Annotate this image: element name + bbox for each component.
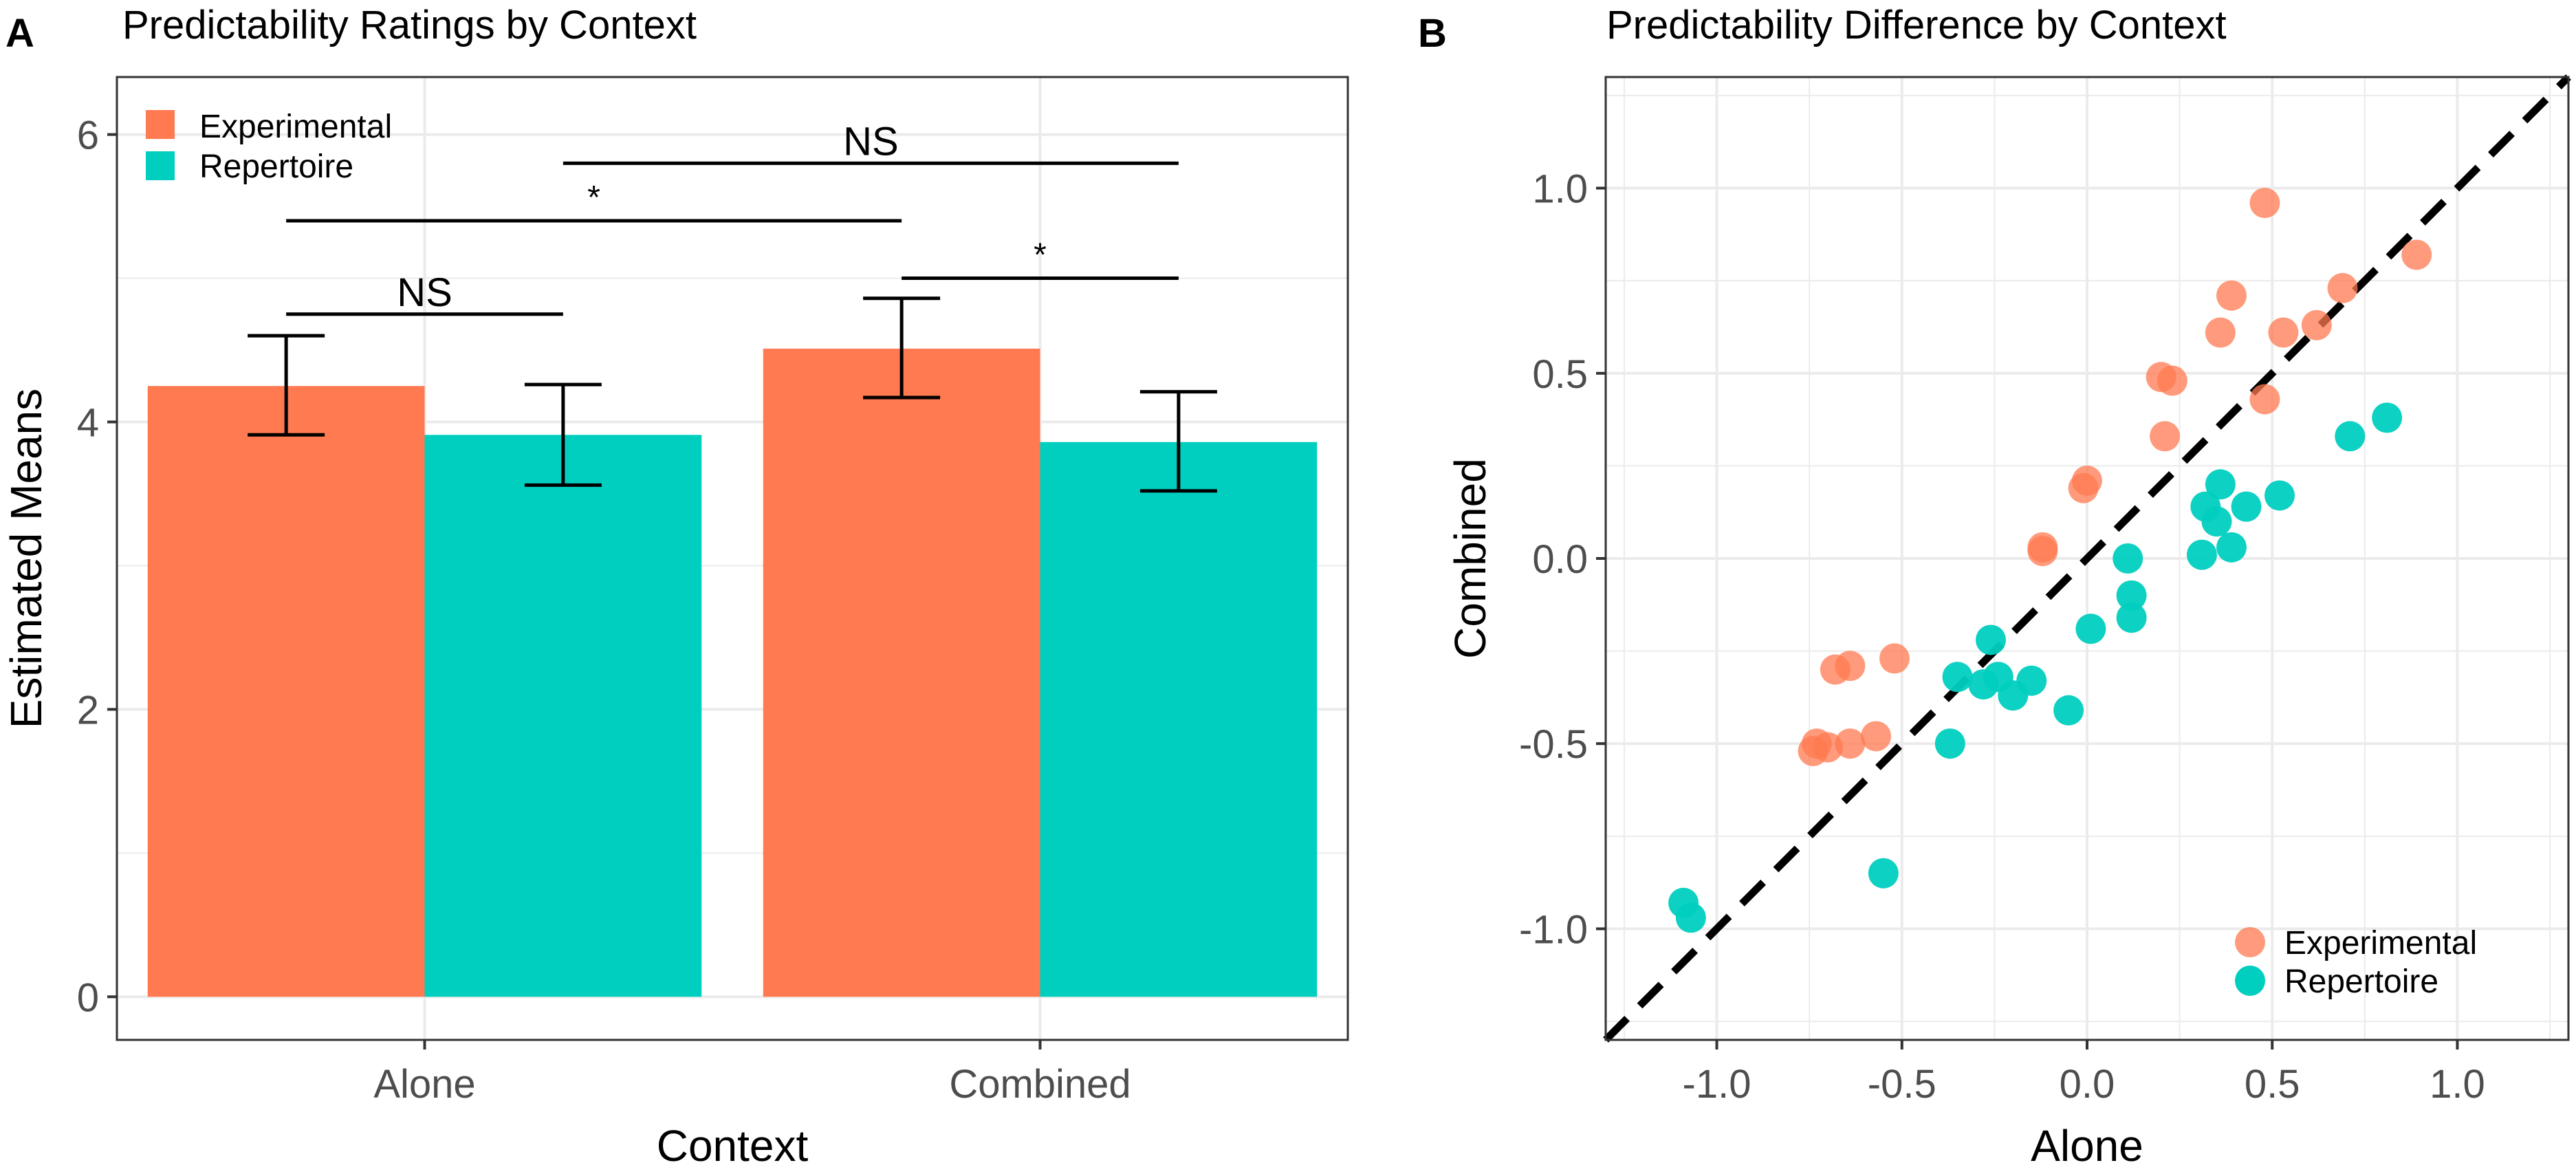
bar-experimental-alone bbox=[147, 386, 425, 997]
y-tick-label: 0.5 bbox=[1532, 352, 1588, 397]
x-tick-label: Alone bbox=[373, 1062, 475, 1107]
y-tick-label: 4 bbox=[77, 400, 99, 445]
point-repertoire bbox=[1868, 858, 1899, 889]
panel-a-bars bbox=[147, 348, 1318, 997]
point-repertoire bbox=[2201, 506, 2232, 537]
y-tick-label: 0.0 bbox=[1532, 537, 1588, 582]
legend-label-repertoire: Repertoire bbox=[199, 149, 353, 185]
panel-b-y-axis: -1.0 -0.5 0.0 0.5 1.0 bbox=[1519, 167, 1606, 952]
panel-b-y-axis-title: Combined bbox=[1445, 458, 1495, 659]
x-tick-label: 0.0 bbox=[2060, 1062, 2115, 1107]
point-repertoire bbox=[2053, 695, 2084, 726]
point-repertoire bbox=[1934, 728, 1965, 759]
y-tick-label: -1.0 bbox=[1519, 907, 1588, 952]
panel-a-plot-border bbox=[116, 76, 1349, 1041]
y-tick-label: 0 bbox=[77, 975, 99, 1020]
x-tick-label: Combined bbox=[949, 1062, 1131, 1107]
panel-b-label: B bbox=[1418, 11, 1447, 56]
panel-b: B Predictability Difference by Context -… bbox=[1418, 3, 2571, 1171]
legend-label-experimental: Experimental bbox=[199, 109, 392, 145]
point-repertoire bbox=[2075, 613, 2106, 644]
bar-repertoire-combined bbox=[1040, 442, 1318, 997]
x-tick-label: -0.5 bbox=[1868, 1062, 1936, 1107]
x-tick-label: 0.5 bbox=[2245, 1062, 2300, 1107]
panel-b-legend: Experimental Repertoire bbox=[2235, 925, 2477, 1000]
legend-swatch-repertoire bbox=[146, 151, 175, 180]
point-experimental bbox=[2068, 472, 2099, 503]
panel-a-significance-brackets: NS * NS * bbox=[286, 119, 1179, 316]
legend-marker-repertoire bbox=[2235, 966, 2265, 996]
point-repertoire bbox=[1942, 662, 1973, 693]
y-tick-label: 6 bbox=[77, 113, 99, 158]
panel-a-y-axis: 0 2 4 6 bbox=[77, 113, 117, 1020]
point-experimental bbox=[1798, 736, 1829, 766]
point-experimental bbox=[2249, 384, 2280, 415]
point-experimental bbox=[2301, 309, 2332, 340]
point-repertoire bbox=[1998, 680, 2029, 711]
legend-marker-experimental bbox=[2235, 927, 2265, 957]
point-experimental bbox=[2268, 317, 2299, 348]
point-experimental bbox=[2249, 188, 2280, 219]
point-experimental bbox=[2205, 317, 2236, 348]
significance-label: NS bbox=[843, 119, 899, 164]
point-experimental bbox=[2027, 536, 2058, 567]
panel-a: A Predictability Ratings by Context NS*N… bbox=[1, 3, 1349, 1171]
point-experimental bbox=[1820, 654, 1851, 685]
point-repertoire bbox=[1968, 669, 1999, 700]
point-repertoire bbox=[2186, 539, 2217, 570]
panel-a-error-bars bbox=[248, 296, 1217, 493]
point-repertoire bbox=[2113, 543, 2143, 574]
panel-a-y-axis-title: Estimated Means bbox=[1, 389, 51, 728]
point-experimental bbox=[1835, 728, 1866, 759]
point-repertoire bbox=[2264, 480, 2295, 511]
point-experimental bbox=[2157, 365, 2187, 396]
bar-experimental-combined bbox=[763, 348, 1040, 997]
point-repertoire bbox=[2205, 469, 2236, 500]
y-tick-label: -0.5 bbox=[1519, 722, 1588, 767]
panel-b-title: Predictability Difference by Context bbox=[1606, 3, 2227, 47]
y-tick-label: 2 bbox=[77, 688, 99, 732]
panel-a-x-axis: Alone Combined bbox=[373, 1040, 1131, 1107]
y-tick-label: 1.0 bbox=[1532, 167, 1588, 212]
point-experimental bbox=[2216, 280, 2247, 311]
point-experimental bbox=[1861, 721, 1892, 752]
significance-label: NS bbox=[397, 270, 452, 315]
point-repertoire bbox=[2216, 532, 2247, 563]
point-repertoire bbox=[1976, 624, 2006, 655]
point-repertoire bbox=[2335, 421, 2366, 452]
legend-label-experimental: Experimental bbox=[2284, 925, 2477, 961]
panel-a-title: Predictability Ratings by Context bbox=[122, 3, 697, 47]
point-experimental bbox=[2327, 272, 2358, 303]
legend-label-repertoire: Repertoire bbox=[2284, 964, 2438, 1000]
point-repertoire bbox=[2372, 402, 2403, 433]
significance-label: * bbox=[587, 180, 600, 216]
x-tick-label: 1.0 bbox=[2430, 1062, 2485, 1107]
point-repertoire bbox=[2231, 491, 2262, 522]
x-tick-label: -1.0 bbox=[1683, 1062, 1751, 1107]
point-experimental bbox=[1879, 643, 1910, 674]
identity-reference-line bbox=[1603, 74, 2571, 1043]
point-experimental bbox=[2150, 421, 2181, 452]
significance-label: * bbox=[1034, 237, 1047, 274]
point-repertoire bbox=[1675, 902, 1706, 933]
point-experimental bbox=[2401, 239, 2432, 270]
panel-b-x-axis-title: Alone bbox=[2031, 1121, 2143, 1171]
panel-a-label: A bbox=[6, 11, 34, 56]
point-repertoire bbox=[2116, 602, 2147, 633]
panel-a-legend: Experimental Repertoire bbox=[146, 109, 392, 185]
bar-repertoire-alone bbox=[424, 435, 702, 997]
panel-b-x-axis: -1.0 -0.5 0.0 0.5 1.0 bbox=[1683, 1040, 2485, 1107]
point-repertoire bbox=[2116, 580, 2147, 611]
panel-a-x-axis-title: Context bbox=[657, 1121, 809, 1171]
panel-b-grid bbox=[1606, 77, 2568, 1040]
panel-b-points bbox=[1668, 188, 2432, 933]
legend-swatch-experimental bbox=[146, 110, 175, 139]
